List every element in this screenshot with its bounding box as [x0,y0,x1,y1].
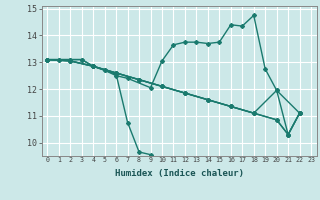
X-axis label: Humidex (Indice chaleur): Humidex (Indice chaleur) [115,169,244,178]
